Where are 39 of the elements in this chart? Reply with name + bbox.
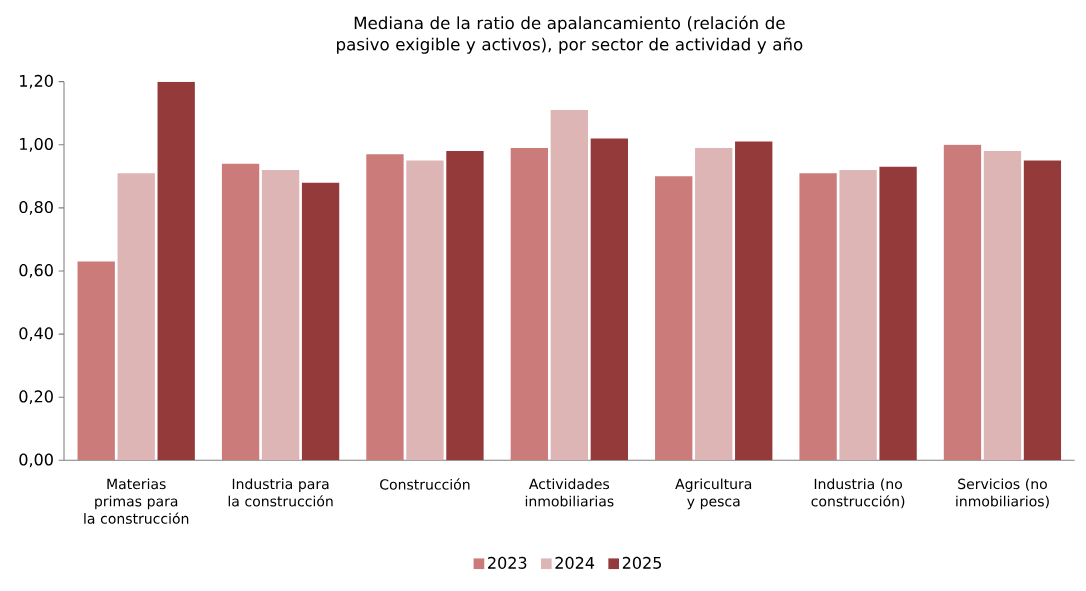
y-tick-label: 0,00 [19,453,53,468]
bar [1023,160,1062,461]
y-tick-label: 0,60 [19,264,53,278]
bar [799,173,837,461]
y-tick-label: 0,80 [19,201,53,215]
bar [117,173,155,461]
bar [446,151,484,461]
x-tick-label: Actividades inmobiliarias [525,478,614,507]
legend-label: 2023 [488,556,527,569]
bar [590,138,628,461]
bar [879,166,917,461]
x-tick-label: Servicios (no inmobiliarios) [956,478,1049,509]
bar [510,147,548,461]
bar [221,163,260,461]
bar [695,147,733,461]
x-tick-label: Materias primas para la construcción [84,478,189,524]
legend-label: 2025 [622,556,661,569]
y-tick-label: 0,20 [19,390,53,405]
x-tick-label: Industria (no construcción) [811,478,905,509]
bar [261,170,300,461]
x-tick-label: Construcción [380,478,470,490]
bar [735,141,773,461]
bar [983,151,1022,461]
bar [77,261,115,461]
bar [655,176,693,461]
y-tick-label: 0,40 [19,327,53,341]
chart-title: Mediana de la ratio de apalancamiento (relación de pasivo exigible y activos), por sector de actividad y año [337,15,803,54]
x-tick-label: Agricultura y pesca [675,478,752,510]
bar [943,144,982,461]
x-tick-label: Industria para la construcción [228,478,333,507]
bar [366,154,404,461]
bar [301,182,340,461]
bar [839,170,877,461]
legend-label: 2024 [555,556,595,569]
bar [157,81,195,461]
bar [550,110,588,461]
y-tick-label: 1,20 [20,74,53,89]
y-tick-label: 1,00 [20,137,53,152]
bar [406,160,444,461]
